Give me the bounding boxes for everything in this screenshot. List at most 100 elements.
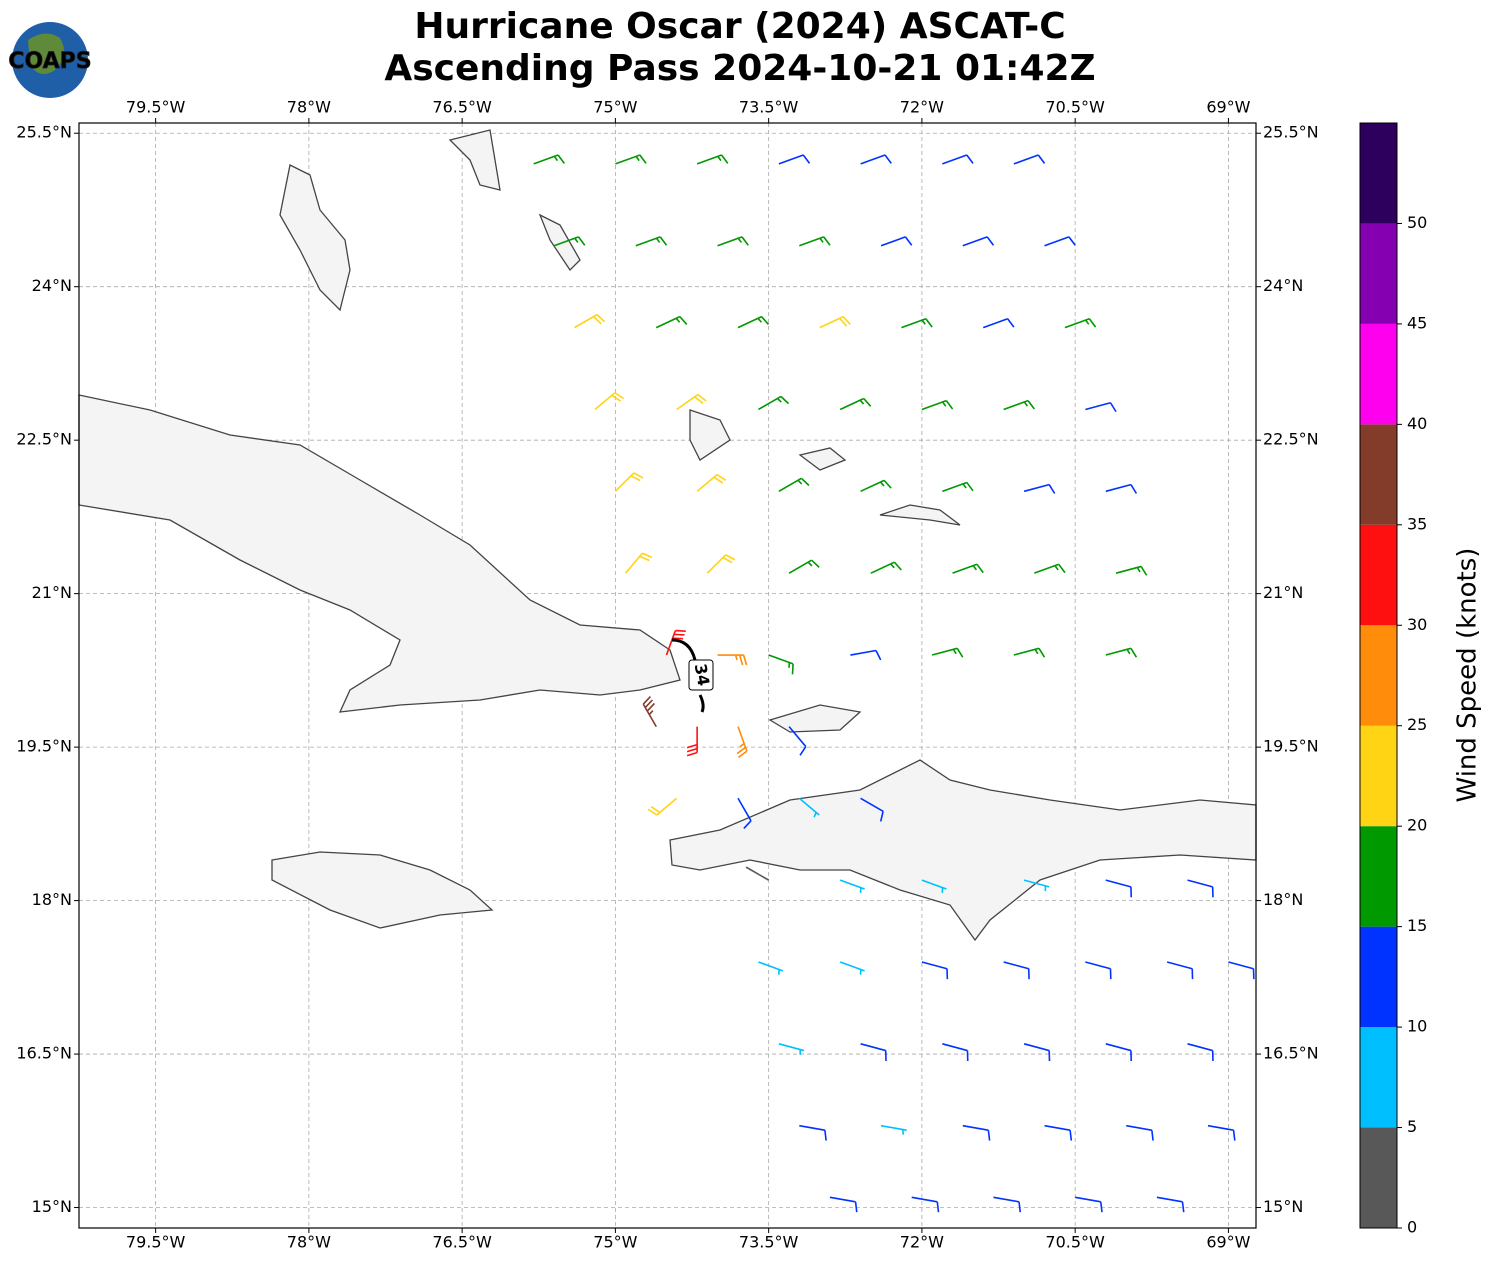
wind-barb [676, 393, 707, 411]
colorbar-tick-label: 5 [1407, 1117, 1417, 1136]
wind-barb [717, 654, 748, 666]
wind-barb [696, 473, 727, 492]
x-tick-label: 69°W [1206, 1233, 1250, 1252]
wind-barb [839, 961, 865, 975]
wind-barb [962, 236, 995, 247]
acklins [689, 409, 731, 461]
wind-barb [982, 317, 1015, 329]
wind-barb [1207, 1124, 1236, 1141]
wind-barb [1013, 647, 1046, 658]
wind-barb [758, 961, 784, 975]
colorbar-tick-label: 30 [1407, 615, 1427, 634]
x-tick-label: 78°W [287, 1233, 331, 1252]
wind-barbs [533, 154, 1255, 1213]
colorbar-segment [1360, 1027, 1397, 1128]
wind-barb [860, 479, 892, 493]
wind-barb [921, 399, 954, 411]
wind-barb [1044, 1124, 1073, 1141]
wind-barb [1023, 1043, 1051, 1062]
wind-barb [880, 236, 913, 247]
colorbar-label: Wind Speed (knots) [1453, 548, 1483, 803]
wind-barb [696, 154, 729, 165]
wind-barb [1105, 1043, 1133, 1062]
colorbar-segment [1360, 1127, 1397, 1228]
andros [279, 164, 351, 312]
wind-barb [758, 395, 790, 411]
wind-barb [768, 654, 794, 675]
jamaica [271, 851, 494, 929]
colorbar-segment [1360, 826, 1397, 927]
great-inagua [798, 447, 847, 471]
colorbar-frame [1359, 122, 1398, 1229]
colorbar: 0 5 10 15 20 25 30 35 40 45 50 [1359, 122, 1427, 1237]
wind-barb [788, 726, 807, 756]
colorbar-segment [1360, 926, 1397, 1028]
wind-barb [921, 961, 949, 980]
wind-barb [1126, 1124, 1154, 1141]
wind-barb [942, 154, 974, 165]
wind-barb [665, 629, 686, 656]
x-tick-label: 79.5°W [126, 1233, 186, 1252]
wind-barb [1187, 1043, 1214, 1062]
wind-barb [635, 236, 668, 247]
wind-barb [829, 1196, 858, 1213]
grid [79, 123, 1256, 1228]
wind-barb [655, 315, 688, 329]
wind-barb [642, 695, 657, 728]
x-tick-label-top: 75°W [593, 98, 637, 117]
land [78, 129, 1257, 942]
colorbar-tick-label: 45 [1407, 313, 1427, 332]
wind-barb [1166, 961, 1194, 980]
colorbar-segment [1360, 223, 1397, 324]
wind-barb [1013, 154, 1046, 165]
y-tick-label-right: 19.5°N [1263, 737, 1319, 756]
x-tick-label-top: 78°W [287, 98, 331, 117]
wind-barb [1064, 317, 1097, 329]
y-tick-label: 24°N [32, 276, 72, 295]
x-tick-label-top: 79.5°W [126, 98, 186, 117]
wind-barb [615, 154, 647, 165]
wind-barb [1156, 1196, 1185, 1213]
colorbar-tick-label: 25 [1407, 715, 1427, 734]
wind-barb [962, 1124, 991, 1141]
wind-barb [911, 1196, 940, 1213]
colorbar-tick-label: 0 [1407, 1218, 1417, 1237]
wind-barb [553, 236, 586, 247]
x-tick-label-top: 73.5°W [739, 98, 799, 117]
y-tick-label-right: 25.5°N [1263, 123, 1319, 142]
wind-barb [1003, 399, 1035, 411]
wind-barb [1023, 483, 1056, 494]
wind-barb [737, 315, 770, 329]
wind-barb [880, 1124, 907, 1135]
map-frame [78, 122, 1257, 1229]
wind-barb [819, 315, 851, 329]
wind-barb [1115, 565, 1148, 576]
y-tick-label: 22.5°N [16, 430, 72, 449]
y-tick-label-right: 22.5°N [1263, 430, 1319, 449]
wind-barb [993, 1196, 1022, 1213]
wind-barb [1085, 401, 1117, 413]
wind-barb [921, 879, 947, 893]
colorbar-segment [1360, 323, 1397, 425]
logo: COAPS [8, 22, 92, 98]
wind-barb [1105, 879, 1133, 898]
y-tick-label-right: 15°N [1263, 1197, 1303, 1216]
wind-barb [1075, 1196, 1103, 1213]
logo-land [28, 33, 64, 74]
wind-barb [901, 317, 933, 329]
wind-barb [1003, 961, 1030, 980]
y-tick-label: 18°N [32, 890, 72, 909]
cuba [78, 394, 681, 713]
wind-barb [839, 879, 865, 893]
wind-barb [574, 313, 606, 329]
colorbar-tick-label: 50 [1407, 213, 1427, 232]
wind-barb [778, 154, 811, 165]
wind-barb [686, 726, 698, 757]
wind-barb [1044, 236, 1076, 247]
wind-barb [799, 1124, 827, 1141]
wind-barb [594, 392, 625, 411]
wind-barb [850, 649, 882, 661]
x-tick-label: 72°W [900, 1233, 944, 1252]
hispaniola [669, 759, 1257, 942]
wind-barb [647, 797, 678, 816]
